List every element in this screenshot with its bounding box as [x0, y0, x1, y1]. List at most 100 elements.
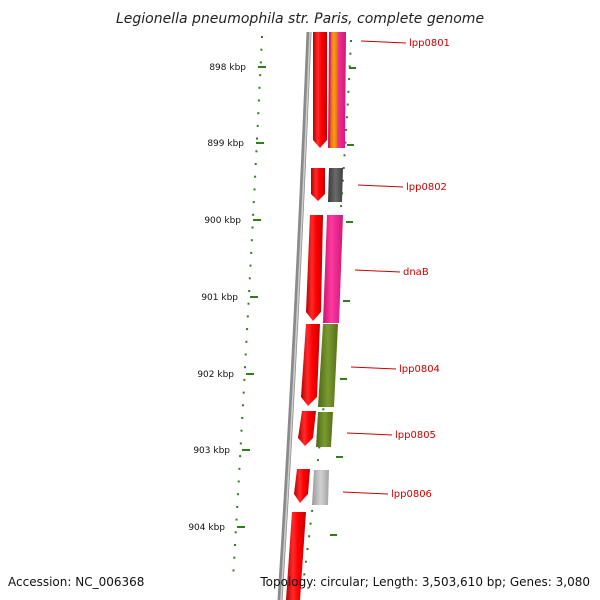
cds-next-block: [286, 512, 306, 600]
minor-tick: [239, 442, 242, 445]
minor-tick: [250, 239, 253, 242]
minor-tick: [232, 569, 235, 572]
minor-tick: [340, 205, 343, 208]
tick-label: 903 kbp: [193, 446, 230, 456]
gene-label: lpp0804: [399, 364, 440, 375]
tick-label: 898 kbp: [209, 63, 246, 73]
minor-tick: [250, 251, 253, 254]
minor-tick: [345, 116, 348, 119]
cds-lpp0802-arrow: [311, 168, 325, 201]
minor-tick: [237, 480, 240, 483]
minor-tick: [260, 48, 263, 51]
minor-tick: [256, 124, 259, 127]
band-lpp0805-olive: [316, 412, 333, 447]
cds-lpp0805-arrow: [298, 411, 316, 446]
minor-tick: [341, 179, 344, 182]
accession-label: Accession: NC_006368: [8, 575, 144, 589]
gene-label: lpp0805: [395, 430, 436, 441]
minor-tick: [238, 467, 241, 470]
genome-backbone: [277, 31, 312, 600]
gene-callout-line: [360, 40, 407, 44]
minor-tick: [257, 112, 260, 115]
cds-dnab-arrow: [306, 215, 323, 321]
minor-tick: [248, 290, 251, 292]
tick-label: 899 kbp: [207, 139, 244, 149]
minor-tick: [259, 74, 262, 77]
minor-tick: [347, 90, 350, 93]
tick-label: 902 kbp: [197, 370, 234, 380]
minor-tick: [254, 163, 257, 165]
minor-tick: [349, 52, 352, 55]
minor-tick: [348, 78, 351, 81]
minor-tick: [239, 455, 242, 458]
minor-tick: [252, 201, 255, 204]
minor-tick: [253, 188, 256, 191]
minor-tick: [255, 150, 258, 153]
minor-tick: [350, 40, 352, 42]
minor-tick: [242, 391, 245, 394]
minor-tick: [318, 446, 321, 449]
gene-label: lpp0801: [409, 38, 450, 49]
minor-tick: [243, 378, 246, 381]
minor-tick: [233, 556, 236, 559]
annotation-bands: [312, 32, 346, 505]
tick-label: 900 kbp: [204, 216, 241, 226]
band-lpp0802-darkgray: [328, 168, 343, 202]
band-lpp0804-olive: [318, 324, 338, 407]
minor-tick: [342, 167, 345, 169]
minor-tick: [241, 417, 244, 419]
minor-tick: [257, 99, 260, 102]
gene-label: lpp0806: [391, 489, 432, 500]
minor-tick: [346, 103, 349, 106]
minor-tick: [311, 509, 314, 512]
minor-tick: [304, 560, 307, 563]
minor-tick: [248, 277, 251, 280]
tick-label: 904 kbp: [188, 523, 225, 533]
minor-tick: [236, 493, 239, 496]
minor-tick: [252, 213, 255, 216]
minor-tick: [309, 522, 312, 525]
gene-callout-line: [357, 184, 404, 188]
cds-lpp0806-arrow: [294, 469, 310, 503]
kbp-ticks: 898 kbp 899 kbp 900 kbp 901 kbp 902 kbp 903 k…: [188, 63, 356, 536]
minor-tick: [246, 328, 249, 331]
gene-callout-line: [350, 366, 397, 370]
minor-tick: [259, 61, 262, 64]
minor-tick: [251, 226, 254, 229]
gene-callout-line: [354, 269, 401, 273]
minor-tick: [254, 175, 257, 178]
minor-tick: [244, 366, 246, 369]
map-title: Legionella pneumophila str. Paris, compl…: [116, 11, 484, 27]
minor-tick: [244, 353, 247, 356]
gene-label: dnaB: [403, 267, 429, 278]
minor-tick: [258, 86, 261, 89]
minor-tick: [234, 531, 237, 534]
gene-callout-line: [342, 491, 389, 495]
minor-tick: [256, 137, 258, 140]
minor-tick: [236, 505, 239, 508]
minor-tick: [261, 36, 263, 38]
backbone-highlight: [280, 31, 311, 600]
cds-lpp0801-arrow: [313, 32, 327, 148]
band-lpp0801-orange: [330, 32, 338, 148]
minor-tick: [316, 459, 319, 462]
band-lpp0806-lightgray: [312, 470, 329, 505]
band-dnab-magenta: [323, 215, 343, 323]
gene-label: lpp0802: [406, 182, 447, 193]
gene-labels: lpp0801 lpp0802 dnaB lpp0804 lpp0805 lpp0806: [342, 38, 450, 500]
minor-tick: [246, 315, 249, 318]
gene-callout-line: [346, 432, 393, 436]
minor-tick: [348, 65, 351, 68]
minor-tick: [343, 154, 346, 157]
cds-lpp0804-arrow: [301, 324, 320, 406]
minor-tick: [345, 128, 348, 131]
minor-tick: [306, 548, 309, 550]
minor-tick: [242, 404, 244, 407]
minor-tick: [240, 429, 243, 432]
minor-tick: [303, 573, 306, 576]
minor-tick: [344, 141, 347, 144]
minor-tick: [322, 408, 325, 411]
topology-label: Topology: circular; Length: 3,503,610 bp…: [259, 575, 590, 589]
forward-strand-cds: [286, 32, 327, 600]
